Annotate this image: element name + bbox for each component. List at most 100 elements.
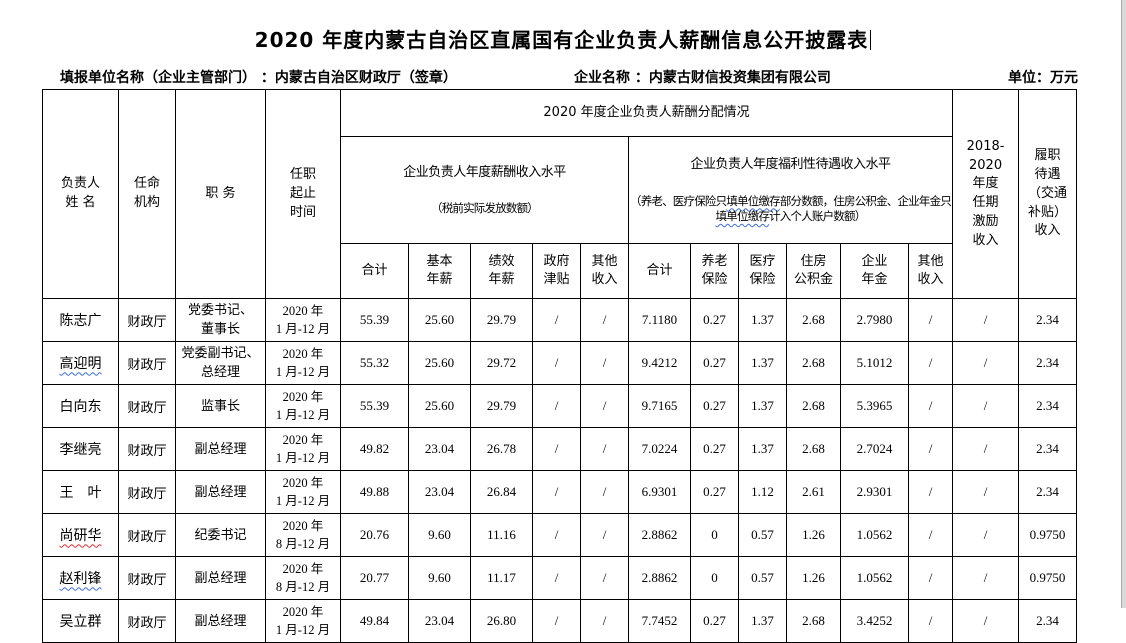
appointing-agency-cell: 财政厅 — [118, 513, 176, 558]
col-header-other-income-1: 其他 收入 — [580, 243, 629, 300]
term-cell: 2020 年 1 月-12 月 — [265, 470, 341, 515]
value-text: 0 — [711, 527, 718, 543]
text-cursor — [870, 30, 872, 50]
window-edge-scrollbar-strip[interactable] — [1121, 0, 1126, 608]
table-row: 陈志广 财政厅 党委书记、 董事长 2020 年 1 月-12 月 55.39 25.60… — [42, 298, 1078, 343]
value-text: 2.34 — [1036, 398, 1059, 414]
value-cell: 23.04 — [408, 427, 471, 472]
value-cell: / — [580, 556, 629, 601]
value-cell: 2.8862 — [628, 556, 691, 601]
value-text: 0.9750 — [1029, 527, 1066, 543]
leader-name-cell-text: 陈志广 — [59, 313, 102, 330]
position-cell-text: 党委副书记、 总经理 — [181, 345, 260, 381]
value-text: / — [928, 398, 933, 414]
col-header-other-income-2: 其他 收入 — [907, 243, 954, 300]
value-text: 2.9301 — [856, 484, 893, 500]
welfare-subtitle-segment: 业年金只 — [908, 193, 952, 208]
value-text: 29.72 — [486, 355, 517, 371]
value-cell: 0.27 — [690, 470, 739, 515]
value-text: 1.37 — [751, 613, 774, 629]
value-cell: 2.61 — [786, 470, 841, 515]
value-cell: 2.7980 — [840, 298, 909, 343]
value-text: / — [928, 312, 933, 328]
value-text: 26.84 — [486, 484, 517, 500]
appointing-agency-cell-text: 财政厅 — [127, 485, 167, 501]
value-cell: / — [952, 384, 1020, 429]
value-text: 0.27 — [703, 398, 726, 414]
appointing-agency-cell: 财政厅 — [118, 556, 176, 601]
value-cell: 20.76 — [340, 513, 409, 558]
value-text: 55.39 — [359, 398, 390, 414]
value-text: 5.3965 — [856, 398, 893, 414]
value-text: / — [554, 355, 559, 371]
value-cell: 2.34 — [1018, 427, 1078, 472]
value-text: / — [602, 398, 607, 414]
value-text: 0.27 — [703, 484, 726, 500]
value-cell: 9.60 — [408, 513, 471, 558]
value-text: 2.34 — [1036, 312, 1059, 328]
value-text: / — [554, 398, 559, 414]
value-cell: 2.7024 — [840, 427, 909, 472]
salary-disclosure-table: 负责人 姓 名 任命 机构 职 务 任职 起止 时间 2020 年度企业负责人薪… — [42, 88, 1078, 643]
value-text: 49.84 — [359, 613, 390, 629]
term-cell: 2020 年 1 月-12 月 — [265, 384, 341, 429]
value-cell: 0 — [690, 556, 739, 601]
value-text: / — [554, 527, 559, 543]
value-text: 55.32 — [359, 355, 390, 371]
value-text: / — [602, 570, 607, 586]
value-cell: / — [907, 298, 954, 343]
leader-name-cell-text: 尚研华 — [59, 528, 102, 545]
page-title: 2020 年度内蒙古自治区直属国有企业负责人薪酬信息公开披露表 — [0, 0, 1126, 53]
value-text: 3.4252 — [856, 613, 893, 629]
position-cell-text: 副总经理 — [194, 613, 247, 629]
col-header-term: 任职 起止 时间 — [265, 88, 341, 300]
value-text: 7.1180 — [641, 312, 678, 328]
value-cell: 11.16 — [470, 513, 533, 558]
value-text: 2.61 — [802, 484, 825, 500]
value-cell: 5.3965 — [840, 384, 909, 429]
value-text: 0.27 — [703, 441, 726, 457]
value-cell: 26.84 — [470, 470, 533, 515]
value-cell: / — [952, 427, 1020, 472]
leader-name-cell-text: 李继亮 — [59, 442, 102, 459]
value-cell: 0.27 — [690, 341, 739, 386]
value-text: / — [554, 570, 559, 586]
value-text: 9.60 — [428, 527, 451, 543]
term-cell: 2020 年 8 月-12 月 — [265, 556, 341, 601]
value-text: / — [983, 570, 988, 586]
term-cell-text: 2020 年 1 月-12 月 — [275, 346, 331, 380]
value-cell: / — [907, 427, 954, 472]
welfare-subtitle-segment: 填单位缴存 — [726, 193, 780, 208]
value-text: / — [983, 613, 988, 629]
value-cell: 1.0562 — [840, 513, 909, 558]
value-cell: 1.26 — [786, 556, 841, 601]
appointing-agency-cell-text: 财政厅 — [127, 356, 167, 372]
appointing-agency-cell: 财政厅 — [118, 384, 176, 429]
value-cell: 1.37 — [738, 427, 787, 472]
value-cell: 29.79 — [470, 298, 533, 343]
value-cell: 7.0224 — [628, 427, 691, 472]
position-cell: 党委副书记、 总经理 — [175, 341, 266, 386]
unit-label: 单位：万元 — [1008, 70, 1078, 86]
value-text: 0.57 — [751, 527, 774, 543]
value-text: 2.8862 — [641, 527, 678, 543]
value-cell: 25.60 — [408, 298, 471, 343]
value-cell: 0 — [690, 513, 739, 558]
term-cell-text: 2020 年 1 月-12 月 — [275, 432, 331, 466]
appointing-agency-cell: 财政厅 — [118, 470, 176, 515]
position-cell-text: 副总经理 — [194, 441, 247, 457]
value-text: 1.37 — [751, 355, 774, 371]
value-text: / — [554, 484, 559, 500]
value-text: / — [928, 570, 933, 586]
value-cell: 6.9301 — [628, 470, 691, 515]
value-cell: / — [532, 470, 581, 515]
value-cell: 23.04 — [408, 470, 471, 515]
value-text: 9.7165 — [641, 398, 678, 414]
table-row: 王 叶 财政厅 副总经理 2020 年 1 月-12 月 49.88 23.04 26.84… — [42, 470, 1078, 515]
col-header-pension-insurance: 养老 保险 — [690, 243, 739, 300]
value-text: 49.82 — [359, 441, 390, 457]
col-header-leader-name: 负责人 姓 名 — [42, 88, 119, 300]
value-text: 29.79 — [486, 398, 517, 414]
value-text: 23.04 — [424, 613, 455, 629]
